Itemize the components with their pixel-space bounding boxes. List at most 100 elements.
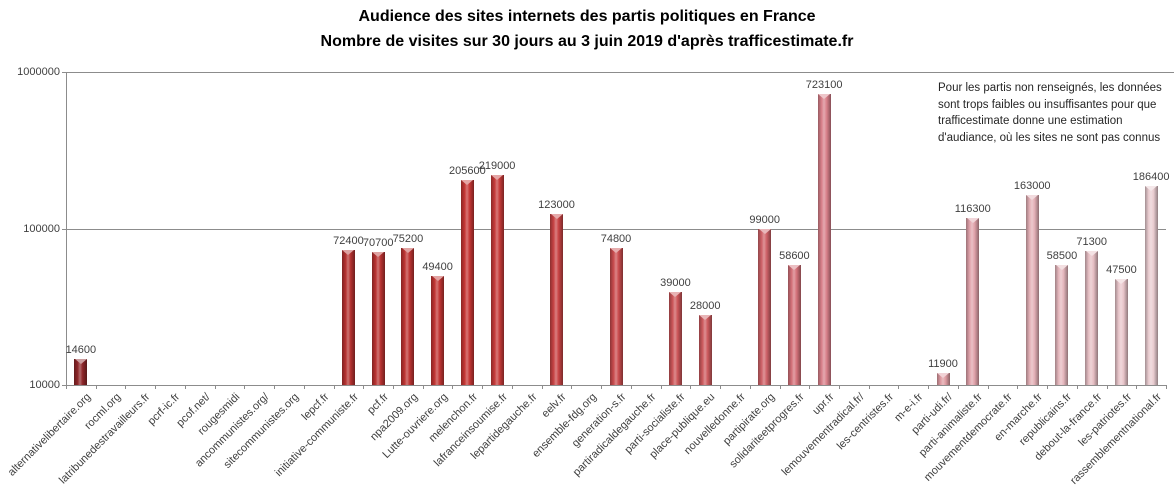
value-label: 219000 <box>478 160 516 173</box>
value-label: 39000 <box>660 277 691 290</box>
x-axis-tick <box>779 385 781 389</box>
value-label: 47500 <box>1106 264 1137 277</box>
x-axis-tick <box>244 385 246 389</box>
bar-generation-s.fr <box>609 248 623 385</box>
y-axis-tick-label: 100000 <box>23 222 60 235</box>
bar-melenchon.fr <box>460 179 474 385</box>
bar-top-notch <box>1055 264 1068 270</box>
x-axis-label: upr.fr <box>810 391 837 418</box>
x-axis-tick <box>601 385 603 389</box>
bar-initiative-communiste.fr <box>341 250 355 385</box>
bar-top-notch <box>461 179 474 185</box>
value-label: 11900 <box>928 358 958 371</box>
value-label: 163000 <box>1013 180 1051 193</box>
value-label: 74800 <box>600 233 632 246</box>
bar-parti-udi.fr/ <box>936 373 950 385</box>
x-axis-tick <box>957 385 959 389</box>
x-axis-tick <box>363 385 365 389</box>
bar-top-notch <box>74 359 87 365</box>
bar-parti-animaliste.fr <box>966 218 980 385</box>
x-axis-label: pcf.fr <box>364 391 391 417</box>
x-axis-tick <box>809 385 811 389</box>
bar-top-notch <box>372 252 385 258</box>
value-label: 58600 <box>779 249 810 262</box>
bar-top-notch <box>401 247 414 253</box>
bar-top-notch <box>937 373 950 379</box>
bar-top-notch <box>1145 186 1158 192</box>
bar-place-publique.eu <box>698 315 712 385</box>
bar-pcf.fr <box>371 252 385 385</box>
value-label: 205600 <box>448 164 486 177</box>
x-axis-tick <box>333 385 335 389</box>
bar-top-notch <box>1026 195 1039 201</box>
bar-les-patriotes.fr <box>1114 279 1128 385</box>
x-axis-line <box>66 385 1166 386</box>
value-label: 14600 <box>65 344 97 357</box>
x-axis-tick <box>155 385 157 389</box>
y-axis-line <box>66 72 67 385</box>
bar-eelv.fr <box>550 214 564 385</box>
bar-top-notch <box>610 248 622 254</box>
bar-alternativelibertaire.org <box>74 359 88 385</box>
x-axis-tick <box>868 385 870 389</box>
chart-annotation: Pour les partis non renseignés, les donn… <box>938 82 1162 145</box>
x-axis-tick <box>690 385 692 389</box>
y-axis-tick <box>62 385 66 386</box>
gridline <box>66 228 1166 230</box>
value-label: 116300 <box>954 203 991 216</box>
x-axis-tick <box>1136 385 1138 389</box>
x-axis-tick <box>1017 385 1019 389</box>
x-axis-tick <box>482 385 484 389</box>
bar-top-notch <box>669 292 682 298</box>
bar-solidariteetprogres.fr <box>787 264 801 385</box>
bar-top-notch <box>699 315 712 321</box>
x-axis-tick <box>1047 385 1049 389</box>
x-axis-tick <box>898 385 900 389</box>
bar-en-marche.fr <box>1025 195 1039 385</box>
chart-subtitle: Nombre de visites sur 30 jours au 3 juin… <box>320 33 854 50</box>
value-label: 28000 <box>689 300 721 313</box>
x-axis-tick <box>1166 385 1167 389</box>
x-axis-tick <box>66 385 67 389</box>
value-label: 70700 <box>362 237 394 250</box>
bar-top-notch <box>491 175 504 181</box>
y-axis-tick <box>62 72 66 73</box>
x-axis-tick <box>630 385 632 389</box>
chart-title: Audience des sites internets des partis … <box>358 8 816 25</box>
bar-top-notch <box>1115 279 1128 285</box>
x-axis-tick <box>1106 385 1108 389</box>
x-axis-tick <box>125 385 127 389</box>
x-axis-tick <box>274 385 276 389</box>
x-axis-tick <box>541 385 543 389</box>
x-axis-tick <box>214 385 216 389</box>
bar-lafranceinsoumise.fr <box>490 175 504 385</box>
x-axis-tick <box>987 385 989 389</box>
bar-top-notch <box>1085 251 1098 257</box>
x-axis-tick <box>749 385 751 389</box>
value-label: 72400 <box>333 235 364 248</box>
bar-republicains.fr <box>1055 264 1069 385</box>
x-axis-tick <box>928 385 930 389</box>
y-axis-tick-label: 1000000 <box>17 66 60 78</box>
x-axis-tick <box>303 385 305 389</box>
bar-top-notch <box>550 214 563 220</box>
value-label: 58500 <box>1046 249 1078 262</box>
x-axis-tick <box>660 385 662 389</box>
bar-debout-la-france.fr <box>1085 251 1099 385</box>
x-axis-tick <box>720 385 722 389</box>
value-label: 75200 <box>392 232 424 245</box>
x-axis-tick <box>1076 385 1078 389</box>
y-axis-tick-label: 10000 <box>29 379 60 391</box>
x-axis-tick <box>95 385 97 389</box>
value-label: 99000 <box>749 214 780 227</box>
value-label: 723100 <box>805 79 843 92</box>
value-label: 123000 <box>538 199 575 212</box>
bar-rassemblementnational.fr <box>1144 186 1158 385</box>
value-label: 186400 <box>1132 171 1170 184</box>
bar-partipirate.org <box>758 229 772 385</box>
bar-top-notch <box>342 250 355 256</box>
bar-parti-socialiste.fr <box>668 292 682 385</box>
bar-top-notch <box>788 264 801 270</box>
x-axis-tick <box>452 385 454 389</box>
